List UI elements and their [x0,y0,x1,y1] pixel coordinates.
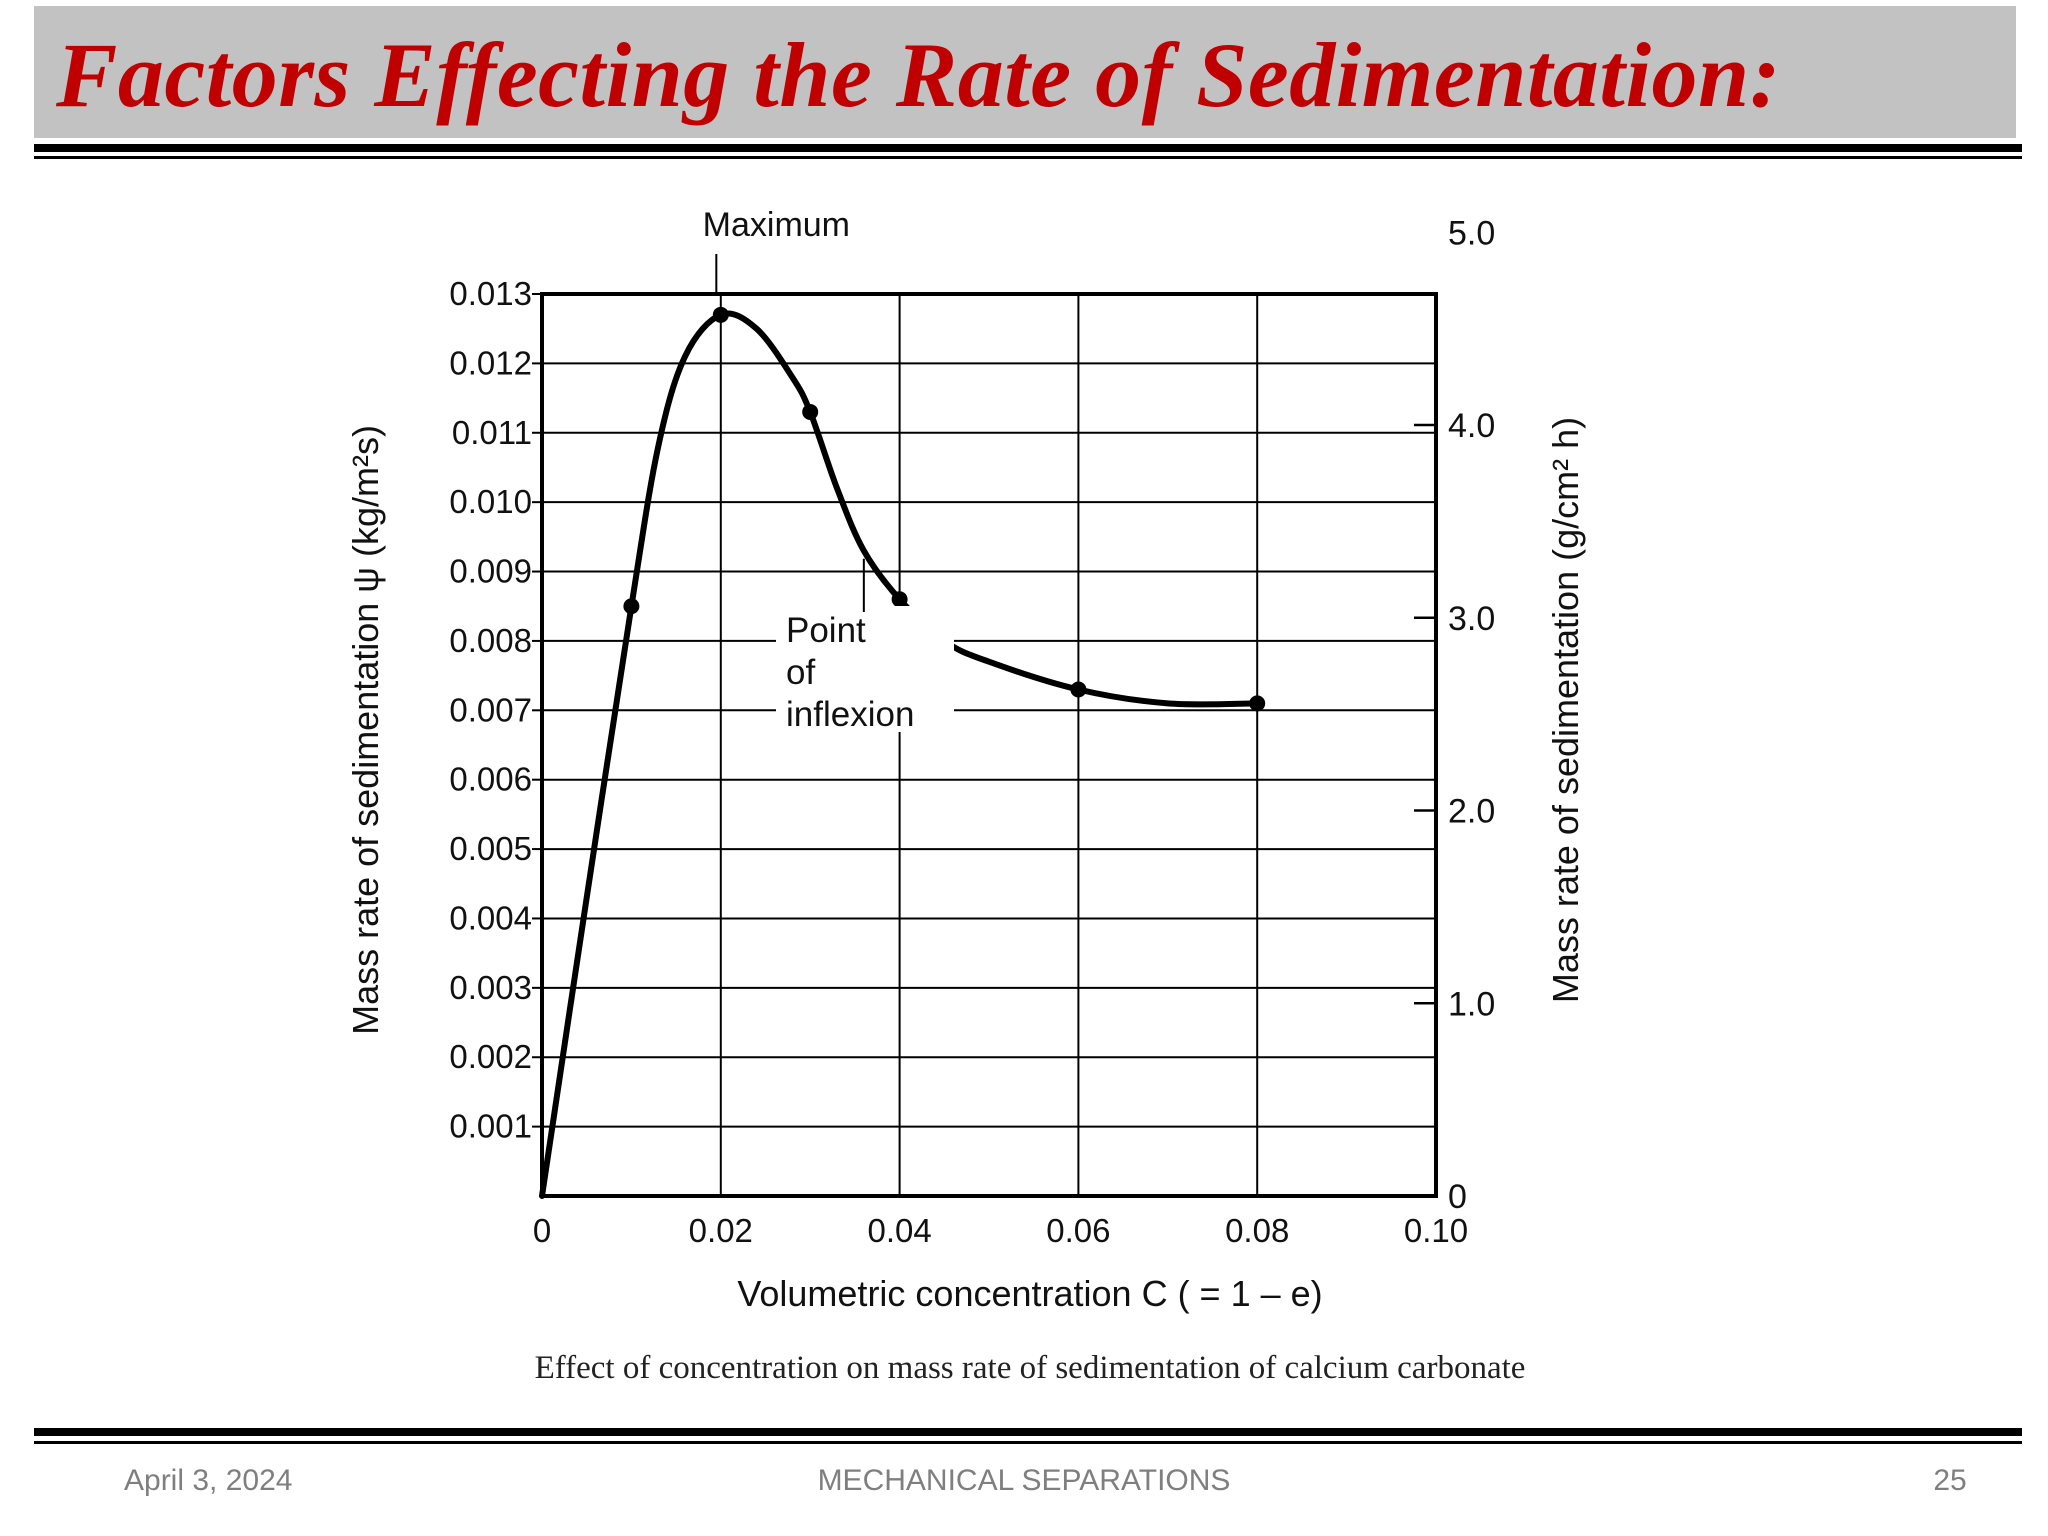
y-tick-label: 0.008 [449,622,532,659]
y-tick-label: 0.001 [449,1108,532,1145]
data-point [891,591,908,608]
y-tick-label: 0.005 [449,830,532,867]
y-tick-label: 0.013 [449,275,532,312]
y-axis-label: Mass rate of sedimentation ψ (kg/m²s) [345,425,386,1035]
y2-tick-label: 3.0 [1448,600,1495,638]
x-tick-label: 0.04 [867,1212,931,1249]
data-point [623,598,640,615]
sedimentation-curve [539,310,1261,1199]
x-tick-label: 0.10 [1404,1212,1468,1249]
y-tick-label: 0.004 [449,899,532,936]
y-tick-label: 0.012 [449,344,532,381]
footer-date: April 3, 2024 [124,1464,293,1497]
x-axis-label: Volumetric concentration C ( = 1 – e) [737,1273,1322,1314]
footer-page-number: 25 [1933,1464,1967,1497]
slide-title: Factors Effecting the Rate of Sedimentat… [56,24,1781,126]
inflexion-label-line: of [786,653,815,692]
inflexion-label-line: Point [786,611,866,650]
footer-rule-thin [34,1441,2022,1444]
plot-frame [540,292,1438,1198]
y-tick-label: 0.011 [452,414,532,451]
y2-tick-label: 1.0 [1448,985,1495,1023]
x-tick-label: 0 [533,1212,551,1249]
y2-tick-label: 0 [1448,1178,1467,1216]
chart-caption: Effect of concentration on mass rate of … [535,1350,1526,1386]
data-point [712,306,729,323]
y-tick-label: 0.003 [449,969,532,1006]
data-point [1070,681,1087,698]
y2-axis-label: Mass rate of sedimentation (g/cm² h) [1545,417,1586,1003]
x-tick-label: 0.06 [1046,1212,1110,1249]
footer-rule-thick [34,1428,2022,1436]
maximum-label: Maximum [703,206,850,244]
data-point [802,403,819,420]
footer-title: MECHANICAL SEPARATIONS [817,1464,1231,1497]
header-rule-thin [34,156,2022,159]
data-point [1249,695,1266,712]
y-tick-label: 0.002 [449,1038,532,1075]
inflexion-label-line: inflexion [786,695,914,734]
y-tick-label: 0.009 [449,553,532,590]
y-tick-label: 0.007 [449,691,532,728]
inflexion-label-bg [776,606,954,732]
x-tick-label: 0.08 [1225,1212,1289,1249]
y-tick-label: 0.010 [449,483,532,520]
y2-tick-label: 4.0 [1448,407,1495,445]
header-rule-thick [34,144,2022,152]
y-tick-label: 0.006 [449,761,532,798]
y2-tick-label: 2.0 [1448,793,1495,831]
title-band [34,6,2016,138]
y2-tick-label: 5.0 [1448,214,1495,252]
x-tick-label: 0.02 [689,1212,753,1249]
